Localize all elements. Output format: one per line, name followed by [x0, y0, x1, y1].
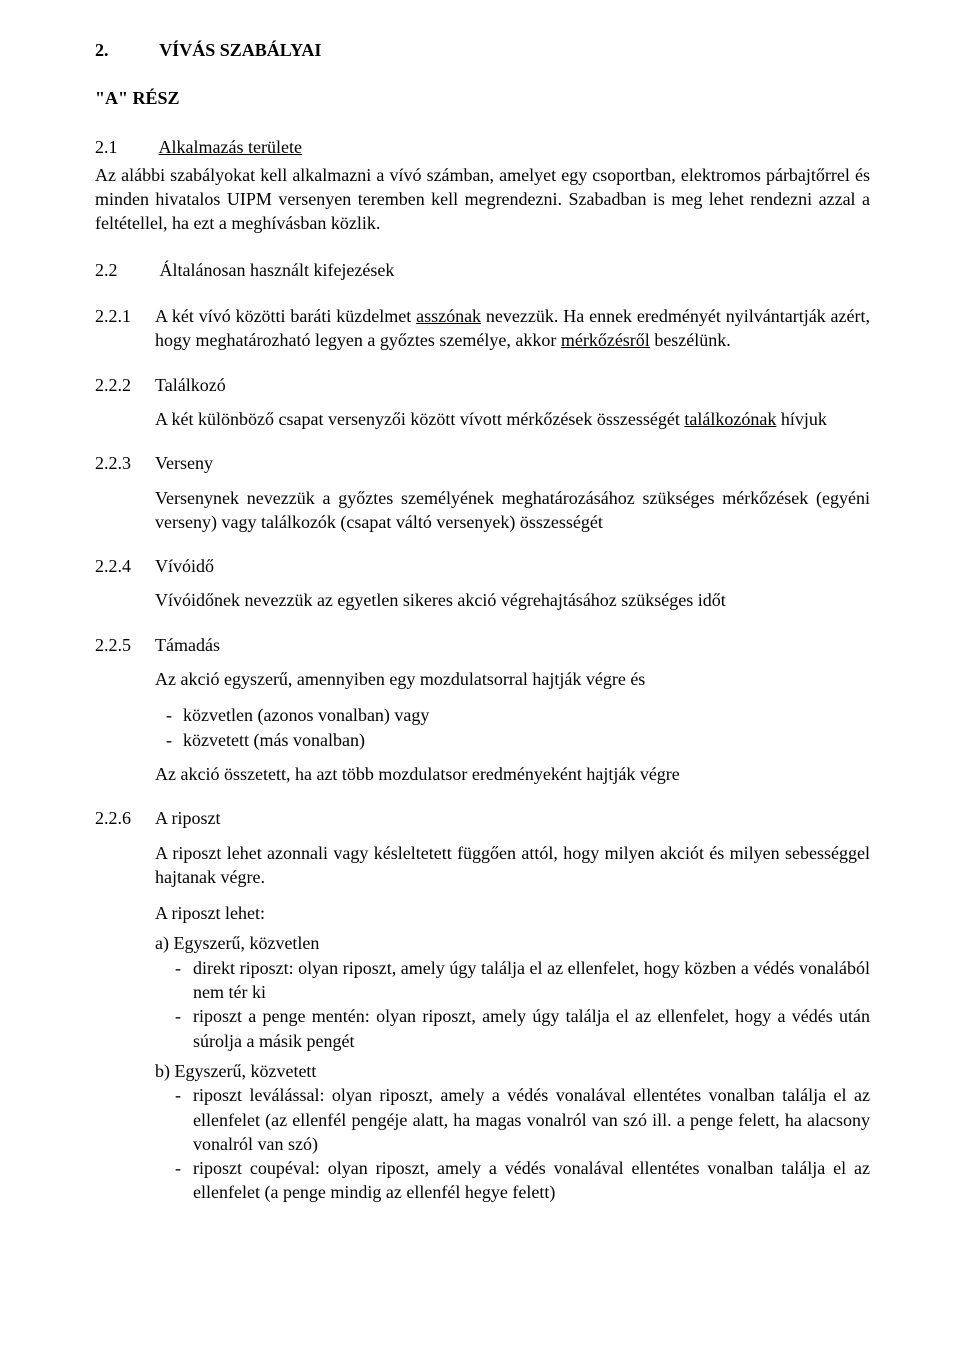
- subsection-title: Vívóidő: [155, 554, 214, 578]
- chapter-title: VÍVÁS SZABÁLYAI: [159, 40, 321, 60]
- sublist-a-heading: a) Egyszerű, közvetlen: [155, 931, 870, 955]
- subsection-2-2-1: 2.2.1 A két vívó közötti baráti küzdelme…: [95, 304, 870, 353]
- dash-bullet: -: [175, 1156, 193, 1205]
- underlined-term: asszónak: [416, 306, 481, 326]
- list-text: közvetett (más vonalban): [183, 728, 870, 752]
- list-text: közvetlen (azonos vonalban) vagy: [183, 703, 870, 727]
- subsection-text: A két különböző csapat versenyzői között…: [155, 407, 870, 431]
- section-2-1-heading: 2.1 Alkalmazás területe: [95, 135, 870, 159]
- dash-bullet: -: [175, 1083, 193, 1156]
- subsection-title: Találkozó: [155, 373, 226, 397]
- list-item: - közvetett (más vonalban): [155, 728, 870, 752]
- subsection-text: Versenynek nevezzük a győztes személyéne…: [155, 486, 870, 535]
- document-page: 2. VÍVÁS SZABÁLYAI "A" RÉSZ 2.1 Alkalmaz…: [0, 0, 960, 1275]
- section-title: Alkalmazás területe: [159, 137, 302, 157]
- subsection-outro: Az akció összetett, ha azt több mozdulat…: [155, 762, 870, 786]
- subsection-2-2-2: 2.2.2 Találkozó A két különböző csapat v…: [95, 373, 870, 432]
- section-title: Általánosan használt kifejezések: [160, 260, 395, 280]
- text-fragment: A két különböző csapat versenyzői között…: [155, 409, 684, 429]
- paragraph: A riposzt lehet:: [155, 901, 870, 925]
- subsection-number: 2.2.3: [95, 451, 155, 475]
- section-number: 2.1: [95, 135, 155, 159]
- section-2-2-heading: 2.2 Általánosan használt kifejezések: [95, 258, 870, 282]
- chapter-heading: 2. VÍVÁS SZABÁLYAI: [95, 38, 870, 62]
- list-item: - riposzt leválással: olyan riposzt, ame…: [175, 1083, 870, 1156]
- section-number: 2.2: [95, 258, 155, 282]
- list-text: riposzt a penge mentén: olyan riposzt, a…: [193, 1004, 870, 1053]
- dash-bullet: -: [175, 1004, 193, 1053]
- subsection-title: Verseny: [155, 451, 213, 475]
- subsection-intro: Az akció egyszerű, amennyiben egy mozdul…: [155, 667, 870, 691]
- subsection-title: Támadás: [155, 633, 220, 657]
- subsection-2-2-6: 2.2.6 A riposzt A riposzt lehet azonnali…: [95, 806, 870, 1204]
- subsection-2-2-5: 2.2.5 Támadás Az akció egyszerű, amennyi…: [95, 633, 870, 786]
- list-item: - közvetlen (azonos vonalban) vagy: [155, 703, 870, 727]
- subsection-number: 2.2.2: [95, 373, 155, 397]
- subsection-number: 2.2.5: [95, 633, 155, 657]
- list-text: direkt riposzt: olyan riposzt, amely úgy…: [193, 956, 870, 1005]
- list-text: riposzt leválással: olyan riposzt, amely…: [193, 1083, 870, 1156]
- subsection-2-2-4: 2.2.4 Vívóidő Vívóidőnek nevezzük az egy…: [95, 554, 870, 613]
- subsection-number: 2.2.1: [95, 304, 155, 353]
- list-text: riposzt coupéval: olyan riposzt, amely a…: [193, 1156, 870, 1205]
- dash-bullet: -: [175, 956, 193, 1005]
- subsection-number: 2.2.4: [95, 554, 155, 578]
- subsection-number: 2.2.6: [95, 806, 155, 830]
- sublist-b-heading: b) Egyszerű, közvetett: [155, 1059, 870, 1083]
- underlined-term: találkozónak: [684, 409, 776, 429]
- chapter-number: 2.: [95, 38, 155, 62]
- section-2-1-body: Az alábbi szabályokat kell alkalmazni a …: [95, 163, 870, 236]
- list-item: - direkt riposzt: olyan riposzt, amely ú…: [175, 956, 870, 1005]
- dash-bullet: -: [155, 728, 183, 752]
- subsection-2-2-3: 2.2.3 Verseny Versenynek nevezzük a győz…: [95, 451, 870, 534]
- subsection-text: A két vívó közötti baráti küzdelmet assz…: [155, 304, 870, 353]
- list-item: - riposzt coupéval: olyan riposzt, amely…: [175, 1156, 870, 1205]
- text-fragment: A két vívó közötti baráti küzdelmet: [155, 306, 416, 326]
- subsection-title: A riposzt: [155, 806, 221, 830]
- text-fragment: beszélünk.: [650, 330, 731, 350]
- text-fragment: hívjuk: [776, 409, 827, 429]
- paragraph: A riposzt lehet azonnali vagy késleltete…: [155, 841, 870, 890]
- subsection-text: Vívóidőnek nevezzük az egyetlen sikeres …: [155, 588, 870, 612]
- part-heading: "A" RÉSZ: [95, 86, 870, 110]
- list-item: - riposzt a penge mentén: olyan riposzt,…: [175, 1004, 870, 1053]
- dash-bullet: -: [155, 703, 183, 727]
- underlined-term: mérkőzésről: [561, 330, 650, 350]
